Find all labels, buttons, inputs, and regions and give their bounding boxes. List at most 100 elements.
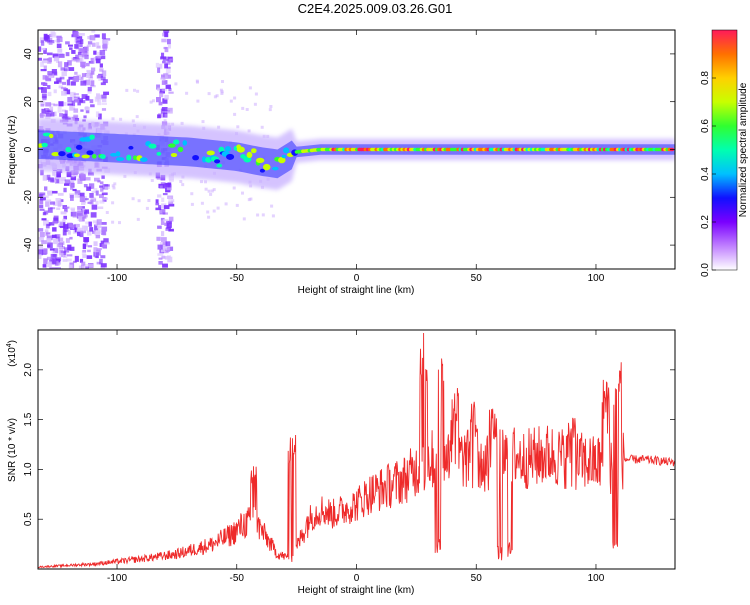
noise-speckle: [70, 194, 74, 201]
noise-speckle: [77, 178, 83, 184]
noise-speckle: [166, 58, 172, 63]
noise-speckle: [200, 201, 204, 205]
noise-speckle: [125, 88, 129, 92]
noise-speckle: [165, 227, 172, 231]
noise-speckle: [81, 250, 86, 256]
x-tick-label: 100: [588, 573, 605, 584]
noise-speckle: [111, 220, 115, 224]
noise-speckle: [162, 219, 169, 222]
noise-speckle: [171, 122, 175, 126]
noise-speckle: [77, 98, 84, 103]
noise-speckle: [43, 258, 48, 265]
noise-speckle: [39, 208, 45, 211]
noise-speckle: [95, 55, 102, 61]
colorbar-ticks: 0.0 0.2 0.4 0.6 0.8: [700, 71, 716, 277]
noise-speckle: [58, 85, 64, 89]
noise-speckle: [158, 257, 163, 260]
noise-speckle: [74, 71, 78, 75]
noise-speckle: [89, 227, 94, 232]
noise-speckle: [119, 117, 123, 121]
noise-speckle: [44, 108, 49, 111]
spectral-blob: [206, 150, 215, 156]
noise-speckle: [59, 252, 64, 258]
noise-speckle: [190, 192, 194, 196]
noise-speckle: [167, 111, 173, 114]
noise-speckle: [48, 40, 55, 44]
noise-speckle: [65, 238, 70, 243]
noise-speckle: [168, 184, 172, 191]
noise-speckle: [96, 42, 100, 46]
snr-x-ticks: -100 -50 0 50 100: [107, 330, 605, 584]
x-tick-label: -50: [230, 573, 245, 584]
noise-speckle: [75, 35, 80, 41]
noise-speckle: [167, 74, 171, 79]
noise-speckle: [196, 80, 199, 84]
spectral-blob: [81, 154, 90, 159]
noise-speckle: [87, 245, 93, 248]
noise-speckle: [50, 112, 55, 117]
noise-speckle: [165, 62, 171, 65]
noise-speckle: [99, 194, 104, 199]
noise-speckle: [58, 241, 65, 245]
noise-speckle: [45, 224, 50, 229]
noise-speckle: [101, 70, 107, 77]
spectral-blob: [271, 166, 279, 171]
noise-speckle: [79, 39, 84, 44]
noise-speckle: [63, 224, 69, 230]
noise-speckle: [41, 108, 46, 114]
noise-speckle: [47, 238, 52, 243]
noise-speckle: [64, 207, 68, 213]
noise-speckle: [92, 230, 97, 234]
noise-speckle: [67, 103, 74, 106]
y-tick-label: 0: [23, 146, 34, 152]
noise-speckle: [77, 210, 84, 216]
noise-speckle: [168, 203, 175, 207]
noise-speckle: [44, 229, 49, 233]
noise-speckle: [98, 78, 103, 81]
noise-speckle: [88, 77, 94, 80]
noise-speckle: [40, 101, 45, 106]
noise-speckle: [160, 217, 165, 221]
noise-speckle: [96, 248, 102, 251]
noise-speckle: [68, 67, 75, 71]
noise-speckle: [102, 97, 107, 103]
noise-speckle: [118, 221, 121, 225]
noise-speckle: [62, 229, 67, 236]
spectral-blob: [51, 151, 60, 157]
noise-speckle: [47, 190, 53, 196]
noise-speckle: [164, 47, 169, 53]
spectral-blob: [170, 152, 178, 158]
noise-speckle: [161, 80, 166, 85]
spectral-blob: [177, 146, 184, 153]
noise-speckle: [40, 69, 47, 72]
noise-speckle: [247, 129, 251, 133]
noise-speckle: [97, 51, 103, 57]
noise-speckle: [50, 258, 54, 264]
noise-speckle: [159, 92, 164, 98]
noise-speckle: [196, 99, 200, 103]
noise-speckle: [137, 199, 141, 203]
noise-speckle: [63, 252, 68, 259]
noise-speckle: [136, 217, 140, 221]
noise-speckle: [105, 211, 109, 214]
noise-speckle: [46, 235, 53, 241]
noise-speckle: [268, 108, 272, 112]
noise-speckle: [57, 61, 63, 68]
noise-speckle: [254, 92, 258, 96]
spectrogram-band: [38, 118, 675, 191]
noise-speckle: [48, 222, 55, 226]
noise-speckle: [87, 249, 91, 253]
spectral-blob: [89, 134, 95, 140]
noise-speckle: [85, 79, 91, 86]
noise-speckle: [49, 267, 55, 269]
noise-speckle: [215, 94, 219, 98]
noise-speckle: [93, 241, 98, 246]
spectral-blob: [156, 151, 162, 156]
noise-speckle: [41, 240, 47, 245]
noise-speckle: [64, 117, 71, 120]
noise-speckle: [99, 200, 105, 204]
noise-speckle: [93, 188, 98, 191]
noise-speckle: [89, 72, 93, 79]
noise-speckle: [84, 106, 90, 111]
